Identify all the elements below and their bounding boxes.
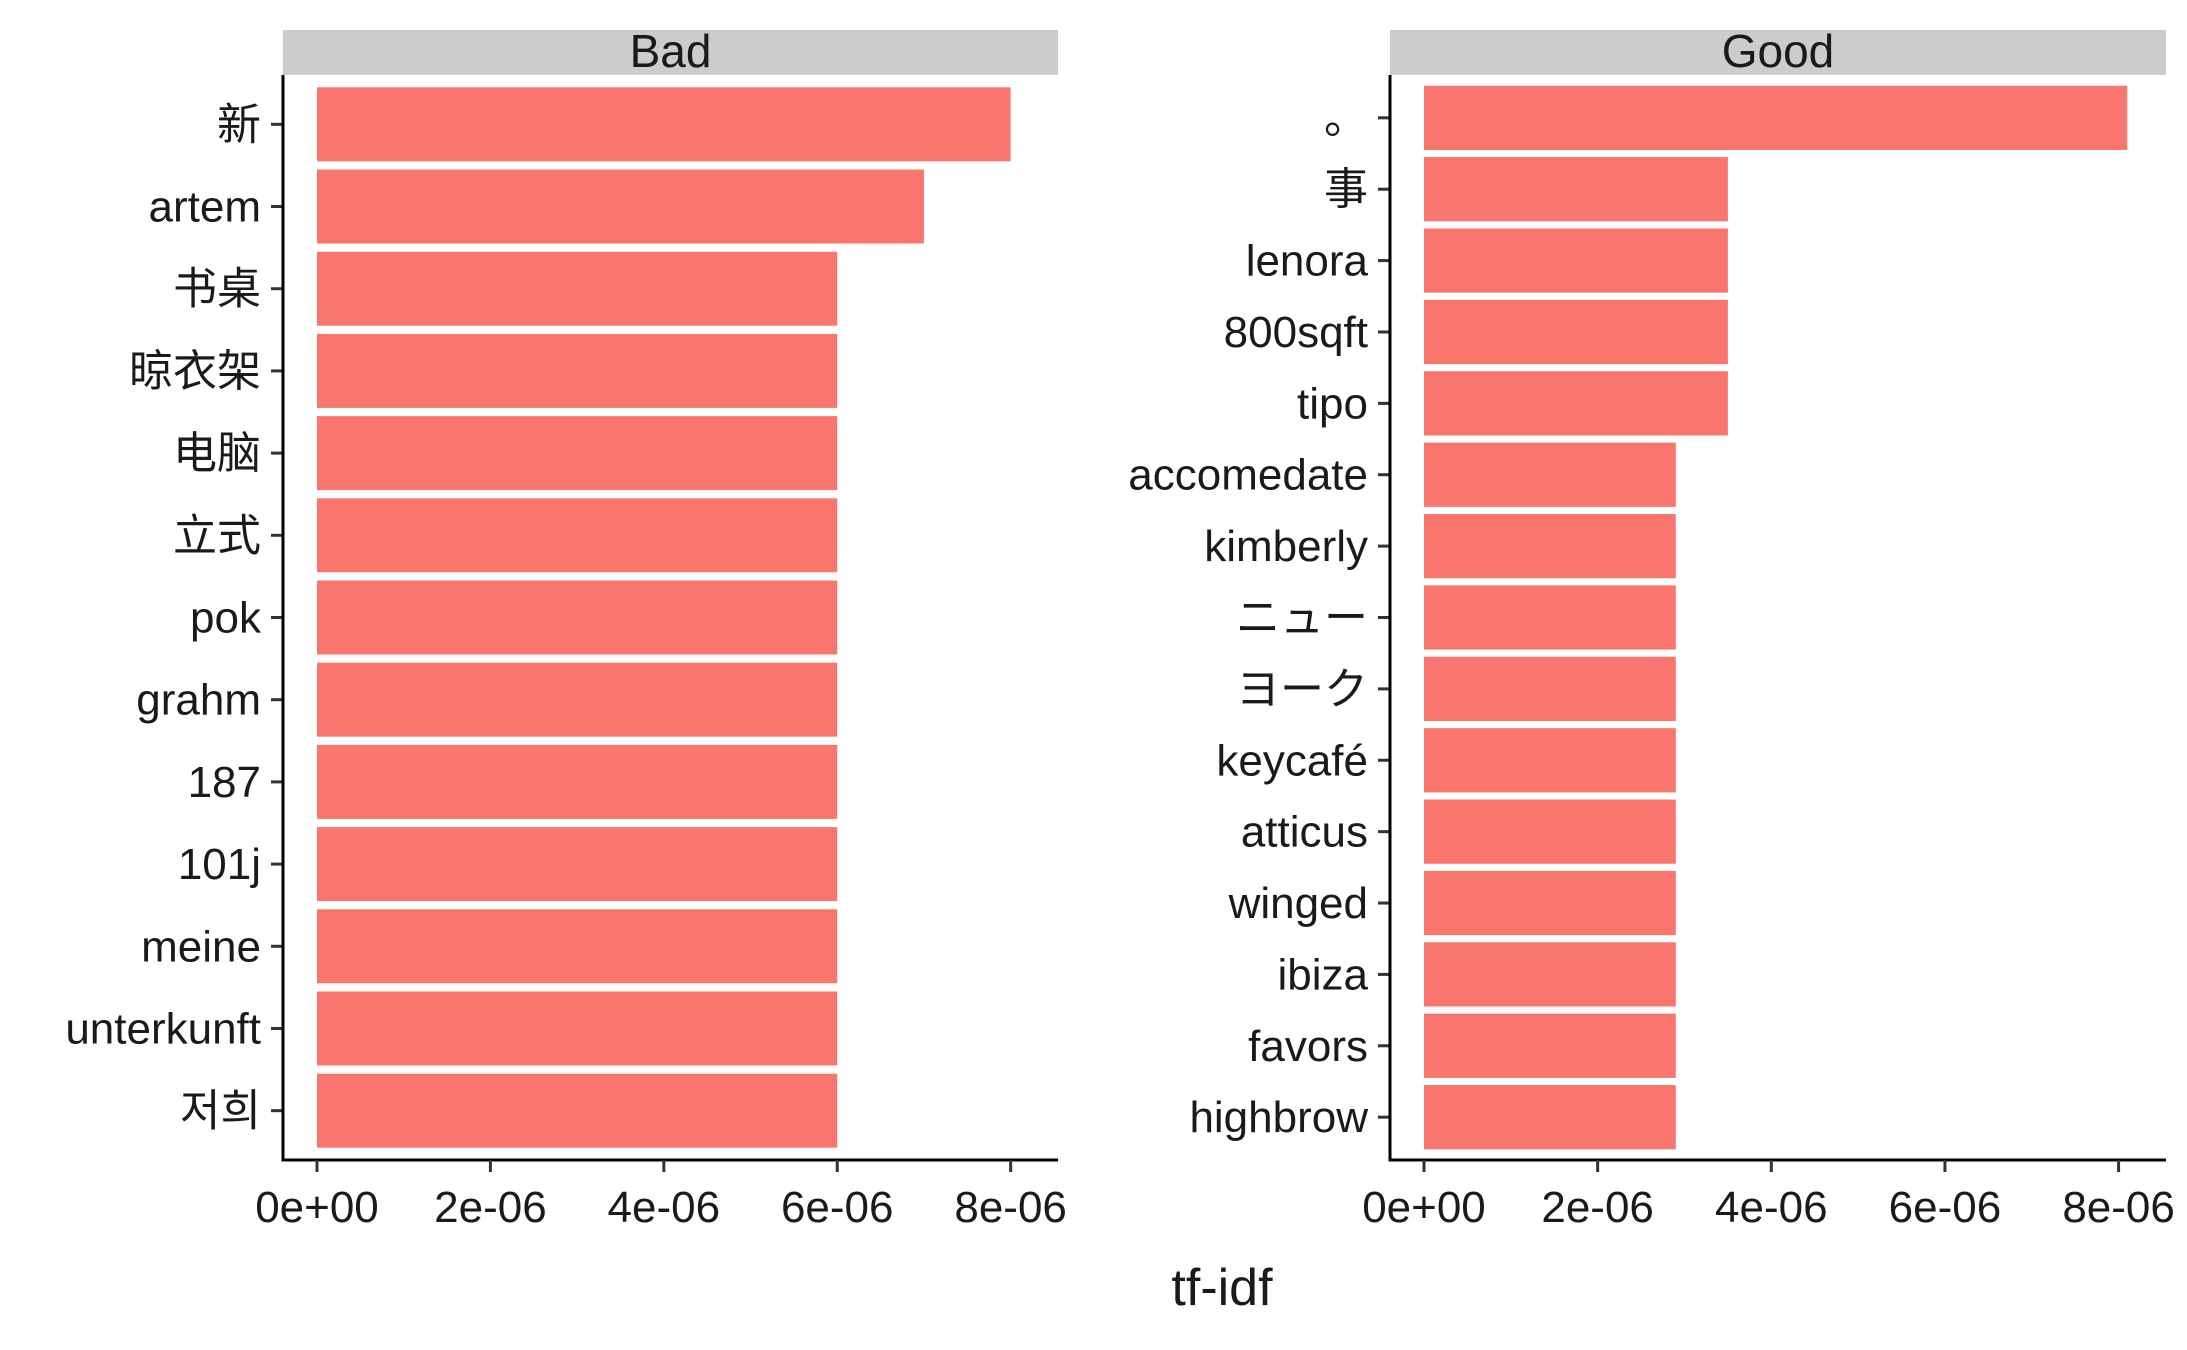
y-tick-label: 800sqft <box>1224 308 1368 357</box>
x-tick-label: 6e-06 <box>781 1183 894 1232</box>
bar <box>317 1073 838 1148</box>
y-tick-label: 187 <box>188 758 261 807</box>
facet-strip-label: Good <box>1722 25 1835 77</box>
x-tick-label: 4e-06 <box>1715 1183 1828 1232</box>
bar <box>1424 513 1676 579</box>
bar <box>1424 299 1728 365</box>
y-tick-label: 新 <box>217 100 261 149</box>
bar <box>1424 728 1676 793</box>
y-tick-label: artem <box>149 183 261 232</box>
y-tick-label: tipo <box>1297 379 1368 428</box>
bar <box>317 416 838 491</box>
y-tick-label: unterkunft <box>65 1004 261 1053</box>
y-tick-label: kimberly <box>1204 522 1368 571</box>
x-tick-label: 4e-06 <box>608 1183 721 1232</box>
y-tick-label: 晾衣架 <box>129 347 261 396</box>
bar <box>1424 656 1676 722</box>
y-tick-label: keycafé <box>1216 736 1368 785</box>
x-tick-label: 8e-06 <box>2062 1183 2175 1232</box>
y-tick-label: accomedate <box>1128 451 1368 500</box>
y-tick-label: meine <box>141 922 261 971</box>
y-tick-label: winged <box>1228 879 1368 928</box>
x-tick-label: 6e-06 <box>1889 1183 2002 1232</box>
bar <box>1424 228 1728 293</box>
y-tick-label: favors <box>1248 1022 1368 1071</box>
y-tick-label: pok <box>190 594 262 643</box>
bar <box>317 333 838 408</box>
bar <box>1424 85 2128 150</box>
bar <box>1424 870 1676 936</box>
bar <box>1424 1085 1676 1150</box>
bar <box>317 909 838 984</box>
y-tick-label: 书桌 <box>173 265 261 314</box>
y-tick-label: ヨーク <box>1236 665 1368 714</box>
y-tick-label: atticus <box>1241 808 1368 857</box>
y-tick-label: ニュー <box>1236 594 1368 643</box>
bar <box>1424 585 1676 650</box>
x-tick-label: 0e+00 <box>255 1183 379 1232</box>
bar <box>317 991 838 1066</box>
bar <box>1424 942 1676 1007</box>
y-tick-label: 101j <box>178 840 261 889</box>
y-tick-label: 。 <box>1324 94 1368 143</box>
bar <box>1424 1013 1676 1078</box>
y-tick-label: highbrow <box>1189 1093 1368 1142</box>
bar <box>1424 799 1676 864</box>
x-axis-title: tf-idf <box>1171 1259 1273 1317</box>
x-tick-label: 8e-06 <box>954 1183 1067 1232</box>
x-tick-label: 0e+00 <box>1362 1183 1486 1232</box>
bar <box>1424 371 1728 436</box>
facet-strip <box>1390 30 2166 75</box>
y-tick-label: ibiza <box>1278 950 1369 999</box>
bar <box>1424 442 1676 507</box>
y-tick-label: grahm <box>136 676 261 725</box>
bar <box>317 498 838 573</box>
facet-strip <box>283 30 1058 75</box>
panel-good: Good 。事 lenora 800sqft tipo accomedate kimberl… <box>1128 25 2175 1232</box>
bar <box>317 827 838 902</box>
y-tick-label: 立式 <box>173 511 261 560</box>
bar <box>317 251 838 326</box>
y-tick-label: lenora <box>1246 237 1369 286</box>
x-tick-label: 2e-06 <box>1541 1183 1654 1232</box>
bar <box>1424 157 1728 222</box>
bar <box>317 169 924 244</box>
bar <box>317 744 838 819</box>
bar <box>317 662 838 737</box>
bar <box>317 580 838 655</box>
x-tick-label: 2e-06 <box>434 1183 547 1232</box>
facet-strip-label: Bad <box>630 25 712 77</box>
y-tick-label: 事 <box>1324 165 1368 214</box>
y-tick-label: 저희 <box>180 1087 261 1136</box>
bar <box>317 87 1011 162</box>
y-tick-label: 电脑 <box>173 429 261 478</box>
